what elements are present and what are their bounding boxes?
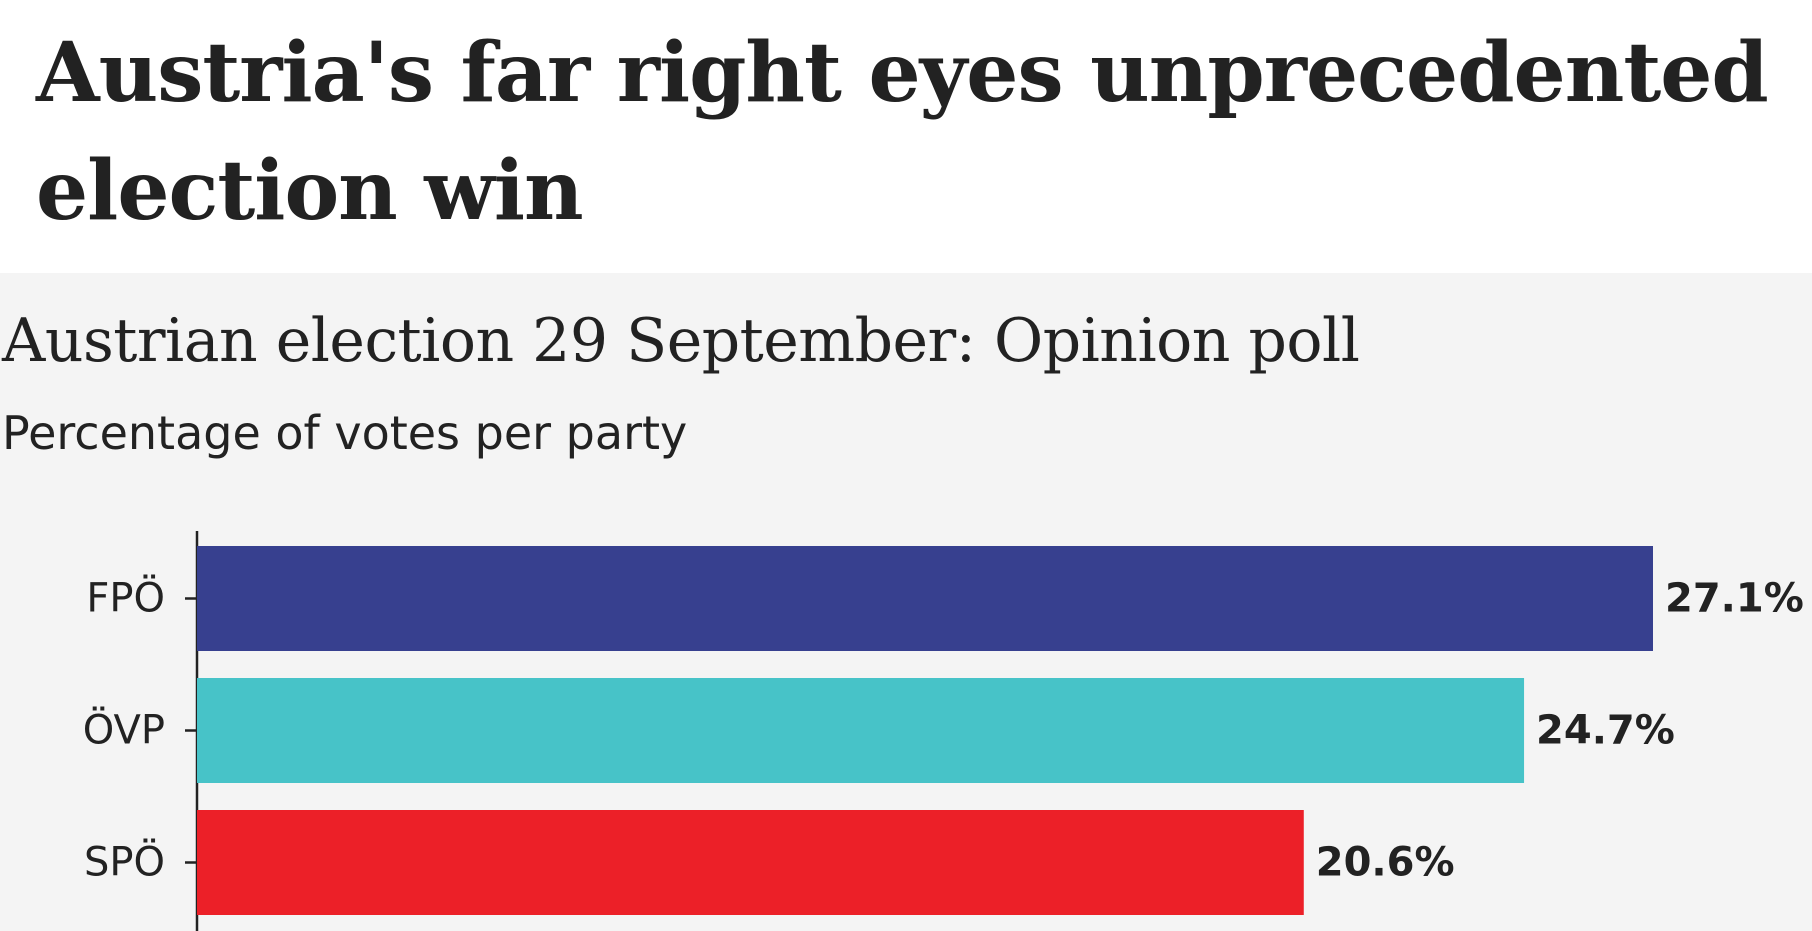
category-label-2: SPÖ bbox=[84, 838, 165, 886]
value-label-0: 27.1% bbox=[1665, 576, 1804, 622]
chart-title: Austrian election 29 September: Opinion … bbox=[2, 306, 1360, 376]
chart-panel: Austrian election 29 September: Opinion … bbox=[0, 273, 1812, 931]
value-label-2: 20.6% bbox=[1316, 840, 1455, 886]
article-headline: Austria's far right eyes unprecedented e… bbox=[36, 25, 1769, 239]
bar-chart: FPÖ 27.1% ÖVP 24.7% SPÖ 20.6% bbox=[83, 531, 1804, 931]
bar-0 bbox=[197, 546, 1653, 651]
bar-2 bbox=[197, 810, 1304, 915]
category-label-0: FPÖ bbox=[86, 574, 165, 622]
category-label-1: ÖVP bbox=[83, 706, 165, 754]
bars-group: FPÖ 27.1% ÖVP 24.7% SPÖ 20.6% bbox=[83, 546, 1804, 915]
bar-1 bbox=[197, 678, 1525, 783]
value-label-1: 24.7% bbox=[1536, 708, 1675, 754]
chart-subtitle: Percentage of votes per party bbox=[2, 406, 688, 460]
